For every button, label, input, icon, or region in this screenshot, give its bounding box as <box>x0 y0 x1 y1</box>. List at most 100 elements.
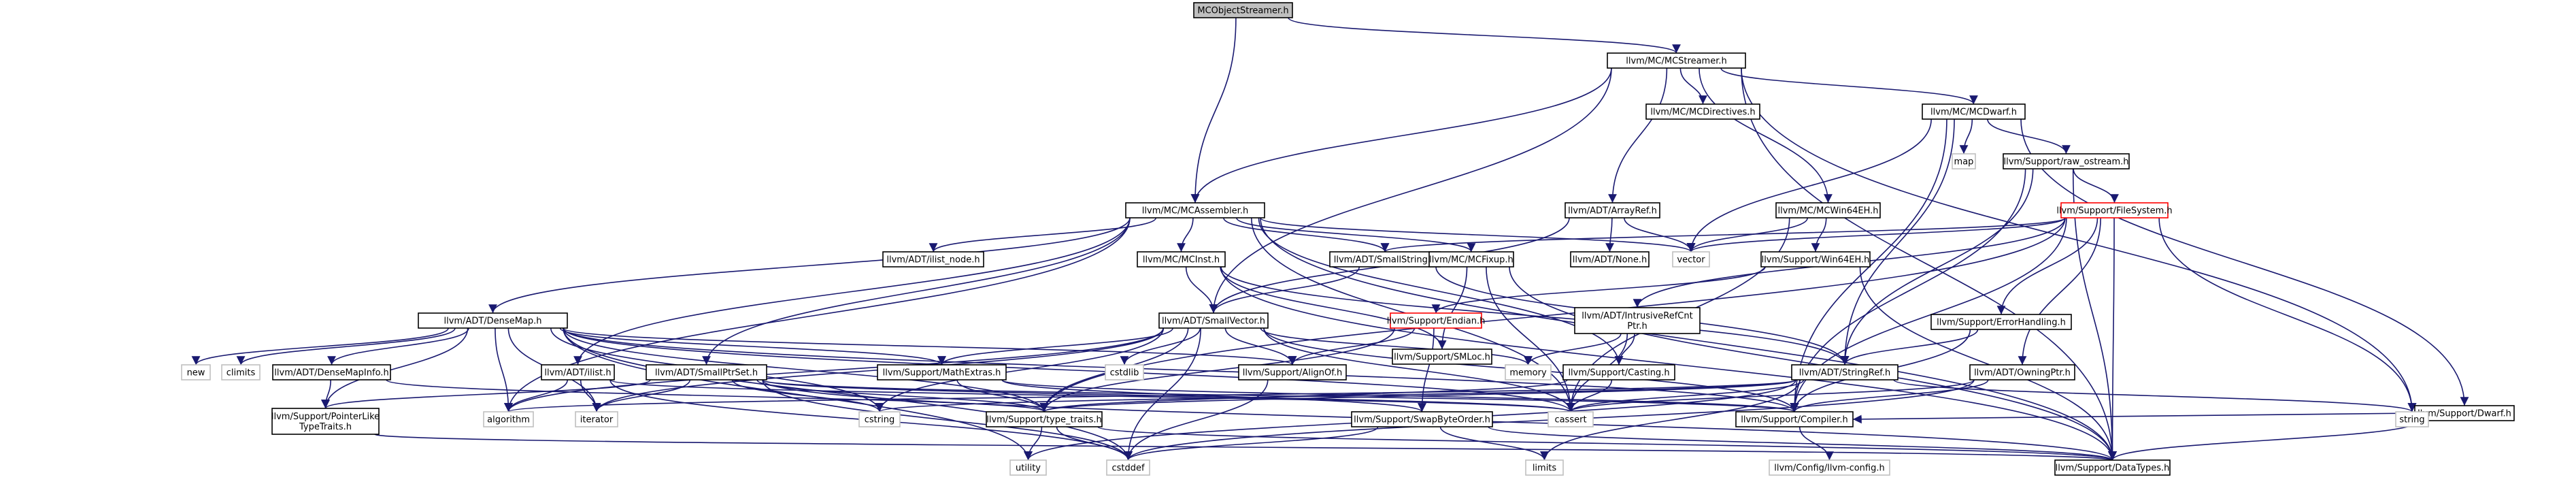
node-densemap[interactable]: llvm/ADT/DenseMap.h <box>418 312 568 329</box>
node-box <box>1158 312 1269 329</box>
edge-smallvector-to-cstdlib <box>1120 327 1201 366</box>
node-densemapinfo[interactable]: llvm/ADT/DenseMapInfo.h <box>272 364 391 380</box>
edge-streamer-to-smallvector <box>1209 67 1612 314</box>
edge-intrusive-to-casting <box>1614 333 1635 366</box>
node-box <box>272 364 391 380</box>
node-box <box>1952 153 1976 169</box>
node-errorhandling[interactable]: llvm/Support/ErrorHandling.h <box>1930 314 2072 330</box>
node-box <box>1548 411 1594 427</box>
node-label: iterator <box>580 415 614 425</box>
edge-mcinst-to-smallvector <box>1185 266 1218 314</box>
edge-assembler-to-densemap <box>488 217 1131 314</box>
node-label: llvm/MC/MCFixup.h <box>1429 255 1513 265</box>
node-box <box>1193 2 1293 18</box>
node-smallptrset[interactable]: llvm/ADT/SmallPtrSet.h <box>646 364 767 380</box>
node-box <box>1574 307 1701 334</box>
node-streamer[interactable]: llvm/MC/MCStreamer.h <box>1607 52 1746 69</box>
node-label: llvm/Support/Win64EH.h <box>1762 255 1870 265</box>
node-none[interactable]: llvm/ADT/None.h <box>1570 251 1650 267</box>
node-directives[interactable]: llvm/MC/MCDirectives.h <box>1645 103 1760 120</box>
node-assembler[interactable]: llvm/MC/MCAssembler.h <box>1125 202 1265 218</box>
node-owningptr[interactable]: llvm/ADT/OwningPtr.h <box>1969 364 2075 380</box>
edge-win64eh-to-vector <box>1686 217 1809 253</box>
node-box <box>541 364 615 380</box>
node-label: llvm/MC/MCAssembler.h <box>1142 206 1248 216</box>
node-box <box>2395 411 2429 427</box>
node-label: llvm/Support/raw_ostream.h <box>2003 157 2128 167</box>
node-label: llvm/Support/Endian.h <box>1387 317 1486 327</box>
node-box <box>1969 364 2075 380</box>
node-box <box>1390 312 1482 329</box>
node-compiler[interactable]: llvm/Support/Compiler.h <box>1735 411 1854 427</box>
node-label: limits <box>1533 464 1557 474</box>
node-label: cstddef <box>1111 464 1145 474</box>
edge-dwarf-to-map <box>1959 118 1973 155</box>
edge-densemap-to-typetraits <box>563 327 1049 412</box>
node-sdwarf[interactable]: llvm/Support/Dwarf.h <box>2414 405 2515 421</box>
node-algorithm: algorithm <box>483 411 534 427</box>
node-climits: climits <box>221 364 261 380</box>
node-box <box>1775 202 1881 218</box>
node-smloc[interactable]: llvm/Support/SMLoc.h <box>1392 348 1492 365</box>
node-typetraits[interactable]: llvm/Support/type_traits.h <box>986 411 1103 427</box>
edge-smallptrset-to-cstring <box>731 379 884 412</box>
node-arrayref[interactable]: llvm/ADT/ArrayRef.h <box>1565 202 1660 218</box>
edge-dwarf-to-raw_ostream <box>1987 118 2071 155</box>
node-datatypes[interactable]: llvm/Support/DataTypes.h <box>2054 459 2171 476</box>
node-box <box>1562 364 1675 380</box>
node-stringref[interactable]: llvm/ADT/StringRef.h <box>1791 364 1898 380</box>
node-label: cassert <box>1554 415 1586 425</box>
node-swapbyteorder[interactable]: llvm/Support/SwapByteOrder.h <box>1351 411 1493 427</box>
edge-smallptrset-to-iterator <box>592 379 691 412</box>
node-smallvector[interactable]: llvm/ADT/SmallVector.h <box>1158 312 1269 329</box>
node-alignof[interactable]: llvm/Support/AlignOf.h <box>1238 364 1347 380</box>
edge-filesystem-to-datatypes <box>2108 217 2117 461</box>
edge-densemap-to-algorithm <box>495 327 513 412</box>
node-endian[interactable]: llvm/Support/Endian.h <box>1387 312 1486 329</box>
node-label: cstring <box>865 415 894 425</box>
node-label: climits <box>227 368 256 378</box>
node-filesystem[interactable]: llvm/Support/FileSystem.h <box>2056 202 2173 218</box>
node-casting[interactable]: llvm/Support/Casting.h <box>1562 364 1675 380</box>
node-win64ehs[interactable]: llvm/Support/Win64EH.h <box>1760 251 1871 267</box>
node-box <box>1791 364 1898 380</box>
edge-mathextras-to-swapbyteorder <box>1001 379 1426 412</box>
edge-mcinst-to-stringref <box>1220 266 1850 366</box>
node-ilist[interactable]: llvm/ADT/ilist.h <box>541 364 615 380</box>
edge-densemap-to-compiler <box>563 327 1799 412</box>
node-box <box>1607 52 1746 69</box>
node-mathextras[interactable]: llvm/Support/MathExtras.h <box>877 364 1007 380</box>
node-llvmconfig: llvm/Config/llvm-config.h <box>1769 459 1890 476</box>
edge-assembler-to-vector <box>1260 217 1696 253</box>
node-box <box>882 251 984 267</box>
edge-assembler-to-mcinst <box>1177 217 1194 253</box>
edge-streamer-to-directives <box>1679 67 1707 105</box>
node-label: llvm/MC/MCWin64EH.h <box>1777 206 1878 216</box>
edge-arrayref-to-none <box>1605 217 1614 253</box>
edge-typetraits-to-datatypes <box>1097 426 2117 461</box>
node-win64eh[interactable]: llvm/MC/MCWin64EH.h <box>1775 202 1881 218</box>
node-cstring: cstring <box>858 411 901 427</box>
node-dwarf[interactable]: llvm/MC/MCDwarf.h <box>1922 103 2026 120</box>
edge-mcinst-to-datatypes <box>1220 266 2117 461</box>
node-mcinst[interactable]: llvm/MC/MCInst.h <box>1137 251 1226 267</box>
node-raw_ostream[interactable]: llvm/Support/raw_ostream.h <box>2003 153 2130 169</box>
node-root[interactable]: MCObjectStreamer.h <box>1193 2 1293 18</box>
edge-stringref-to-cassert <box>1566 379 1805 412</box>
edge-smallptrset-to-ptrtraits <box>321 379 651 409</box>
node-smallstring[interactable]: llvm/ADT/SmallString.h <box>1329 251 1441 267</box>
node-label: llvm/Support/FileSystem.h <box>2056 206 2172 216</box>
edge-intrusive-to-memory <box>1524 333 1622 366</box>
edge-errorhandling-to-stringref <box>1840 329 1979 366</box>
edge-densemap-to-alignof <box>563 327 1297 366</box>
node-box <box>1238 364 1347 380</box>
node-label: llvm/ADT/ilist.h <box>544 368 611 378</box>
node-ilist_node[interactable]: llvm/ADT/ilist_node.h <box>882 251 984 267</box>
node-label: Ptr.h <box>1627 321 1647 331</box>
edge-endian-to-swapbyteorder <box>1418 327 1435 412</box>
node-mcfixup[interactable]: llvm/MC/MCFixup.h <box>1428 251 1514 267</box>
node-label: llvm/MC/MCDirectives.h <box>1650 108 1755 118</box>
